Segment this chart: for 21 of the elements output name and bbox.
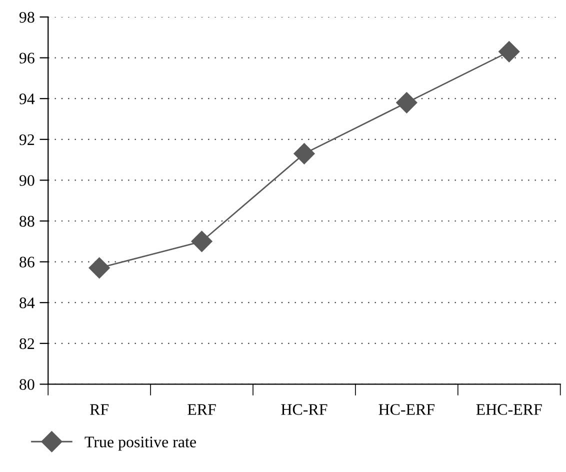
y-tick-label: 94: [19, 94, 35, 104]
y-tick-label: 82: [20, 338, 34, 350]
y-tick-label: 92: [19, 134, 34, 146]
x-tick-label: HC-ERF: [378, 404, 434, 415]
y-tick-label: 80: [20, 379, 34, 390]
y-tick-label: 88: [20, 216, 34, 227]
y-tick-label: 86: [20, 256, 34, 268]
y-tick-label: 84: [20, 298, 35, 308]
x-tick-label: RF: [90, 404, 109, 415]
legend-label: True positive rate: [84, 436, 196, 451]
y-tick-label: 96: [19, 52, 34, 64]
point: [396, 92, 418, 114]
x-tick-label: EHC-ERF: [476, 404, 542, 415]
point: [88, 257, 110, 278]
y-tick-label: 98: [19, 12, 34, 23]
x-tick-label: ERF: [188, 404, 216, 415]
y-tick-label: 90: [19, 175, 34, 186]
point: [191, 230, 212, 252]
point: [294, 143, 315, 164]
point: [498, 41, 520, 62]
x-tick-label: HC-RF: [281, 404, 328, 415]
